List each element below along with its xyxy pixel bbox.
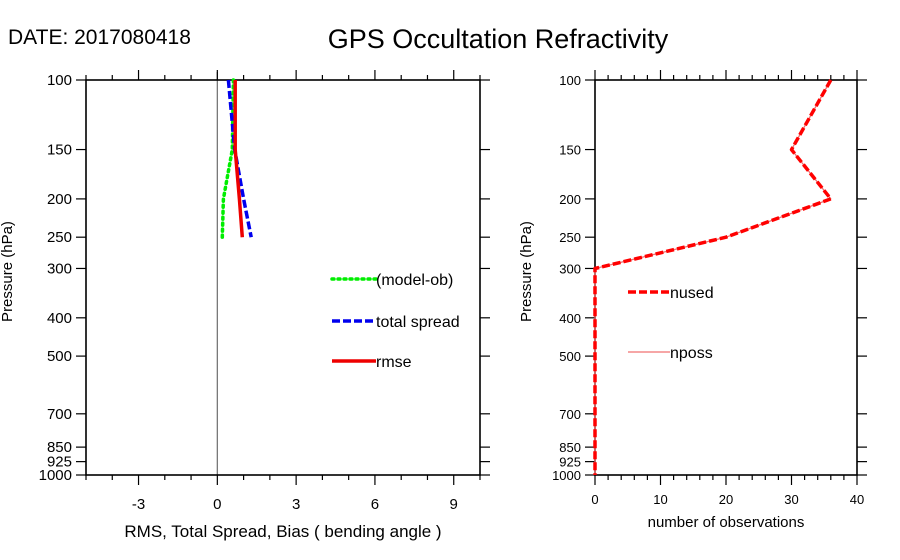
y-tick-label: 200 [559,192,581,207]
x-tick-label: 10 [653,492,667,507]
y-tick-label: 925 [559,455,581,470]
x-tick-label: 0 [213,496,221,513]
y-axis-label: Pressure (hPa) [518,221,535,322]
plot-frame [594,79,858,476]
x-tick-label: 3 [292,496,300,513]
date-label: DATE: 2017080418 [8,26,191,49]
x-axis-label: number of observations [648,514,805,531]
legend-label: (model-ob) [376,272,453,289]
y-tick-label: 400 [559,311,581,326]
x-tick-label: 20 [719,492,733,507]
y-tick-label: 850 [47,439,72,456]
y-tick-label: 400 [47,310,72,327]
figure-title: GPS Occultation Refractivity [328,24,669,54]
y-axis-label: Pressure (hPa) [0,221,16,322]
legend-label: rmse [376,354,412,371]
legend-label: total spread [376,314,460,331]
legend-label: nused [670,285,714,302]
left-panel: -3 0 3 6 9 100 150 200 250 300 400 500 700 8509251000… [0,70,490,541]
y-tick-label: 100 [47,72,72,89]
x-tick-label: 30 [784,492,798,507]
y-tick-label: 1000 [552,468,581,483]
y-tick-label: 150 [47,142,72,159]
right-panel: 0 10 20 30 40 100 150 200 250 300 400 500 700 8509251… [518,70,867,531]
legend-label: nposs [670,345,713,362]
x-tick-label: -3 [132,496,145,513]
series-line-rmse [233,80,245,238]
y-tick-label: 850 [559,440,581,455]
y-tick-label: 300 [47,260,72,277]
y-tick-label: 200 [47,191,72,208]
x-axis-label: RMS, Total Spread, Bias ( bending angle … [124,522,441,541]
x-tick-label: 6 [371,496,379,513]
x-tick-label: 9 [450,496,458,513]
x-tick-label: 0 [591,492,598,507]
y-tick-label: 1000 [39,467,72,484]
y-tick-label: 150 [559,143,581,158]
y-tick-label: 700 [559,407,581,422]
y-tick-label: 500 [559,349,581,364]
x-tick-label: 40 [850,492,864,507]
y-tick-label: 250 [47,229,72,246]
y-tick-label: 300 [559,261,581,276]
y-tick-label: 100 [559,73,581,88]
y-tick-label: 500 [47,348,72,365]
series-line-nused [593,79,833,475]
plot-frame [85,79,481,476]
y-tick-label: 700 [47,406,72,423]
y-tick-label: 925 [47,454,72,471]
y-tick-label: 250 [559,230,581,245]
series-line-totalspread [226,79,253,238]
